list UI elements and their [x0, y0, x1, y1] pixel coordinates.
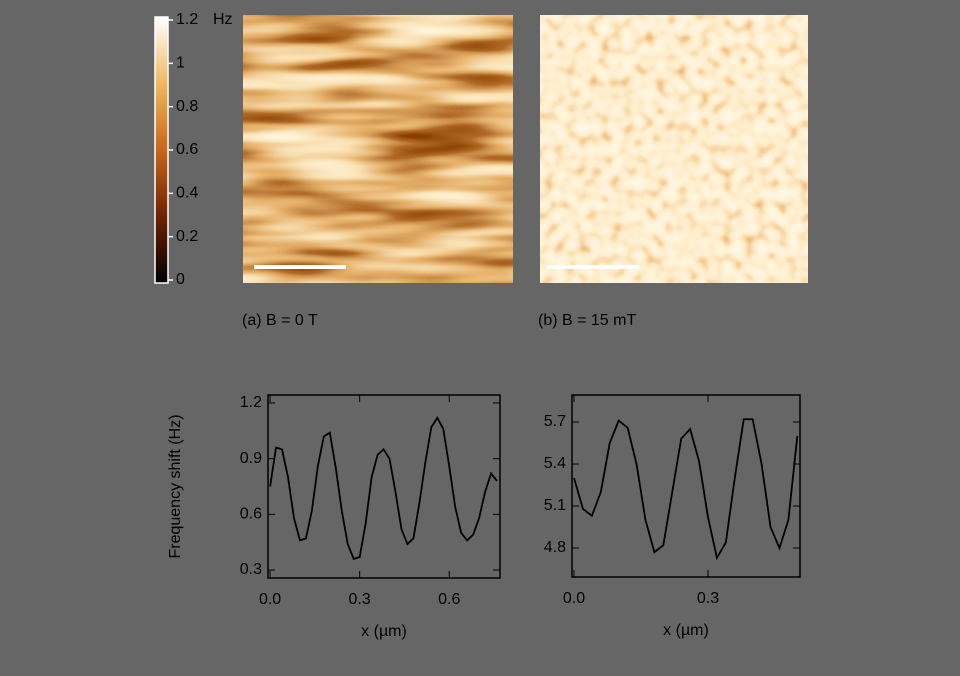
image-a: [243, 15, 513, 283]
y-axis-label: Frequency shift (Hz): [167, 414, 184, 558]
image-b: [540, 15, 808, 283]
y-tick-label: 5.1: [544, 497, 566, 514]
x-tick-label: 0.0: [563, 590, 585, 607]
x-tick-label: 0.0: [259, 591, 281, 608]
y-tick-label: 0.9: [240, 450, 262, 467]
y-tick-label: 5.4: [544, 455, 566, 472]
y-tick-label: 4.8: [544, 539, 566, 556]
y-tick-label: 0.6: [240, 506, 262, 523]
colorbar-tick-label: 0.2: [176, 228, 198, 245]
colorbar-tick-label: 1.2: [176, 11, 198, 28]
x-axis-label: x (µm): [361, 623, 407, 640]
data-line: [269, 416, 498, 560]
colorbar-tick-label: 0.6: [176, 141, 198, 158]
colorbar-tick-label: 0.4: [176, 185, 198, 202]
colorbar-tick-label: 0: [176, 271, 185, 288]
x-tick-label: 0.3: [349, 591, 371, 608]
x-tick-label: 0.6: [438, 591, 460, 608]
x-tick-label: 0.3: [697, 590, 719, 607]
colorbar-unit: Hz: [213, 11, 233, 28]
panel-caption: (a) B = 0 T: [242, 312, 318, 329]
data-line: [573, 418, 799, 561]
x-axis-label: x (µm): [663, 622, 709, 639]
y-tick-label: 1.2: [240, 394, 262, 411]
y-tick-label: 5.7: [544, 413, 566, 430]
colorbar: [154, 16, 169, 284]
y-tick-label: 0.3: [240, 561, 262, 578]
colorbar-tick-label: 1: [176, 55, 185, 72]
plot-frame: [571, 394, 801, 578]
colorbar-tick-label: 0.8: [176, 98, 198, 115]
plot-frame: [267, 394, 501, 579]
panel-caption: (b) B = 15 mT: [538, 312, 636, 329]
